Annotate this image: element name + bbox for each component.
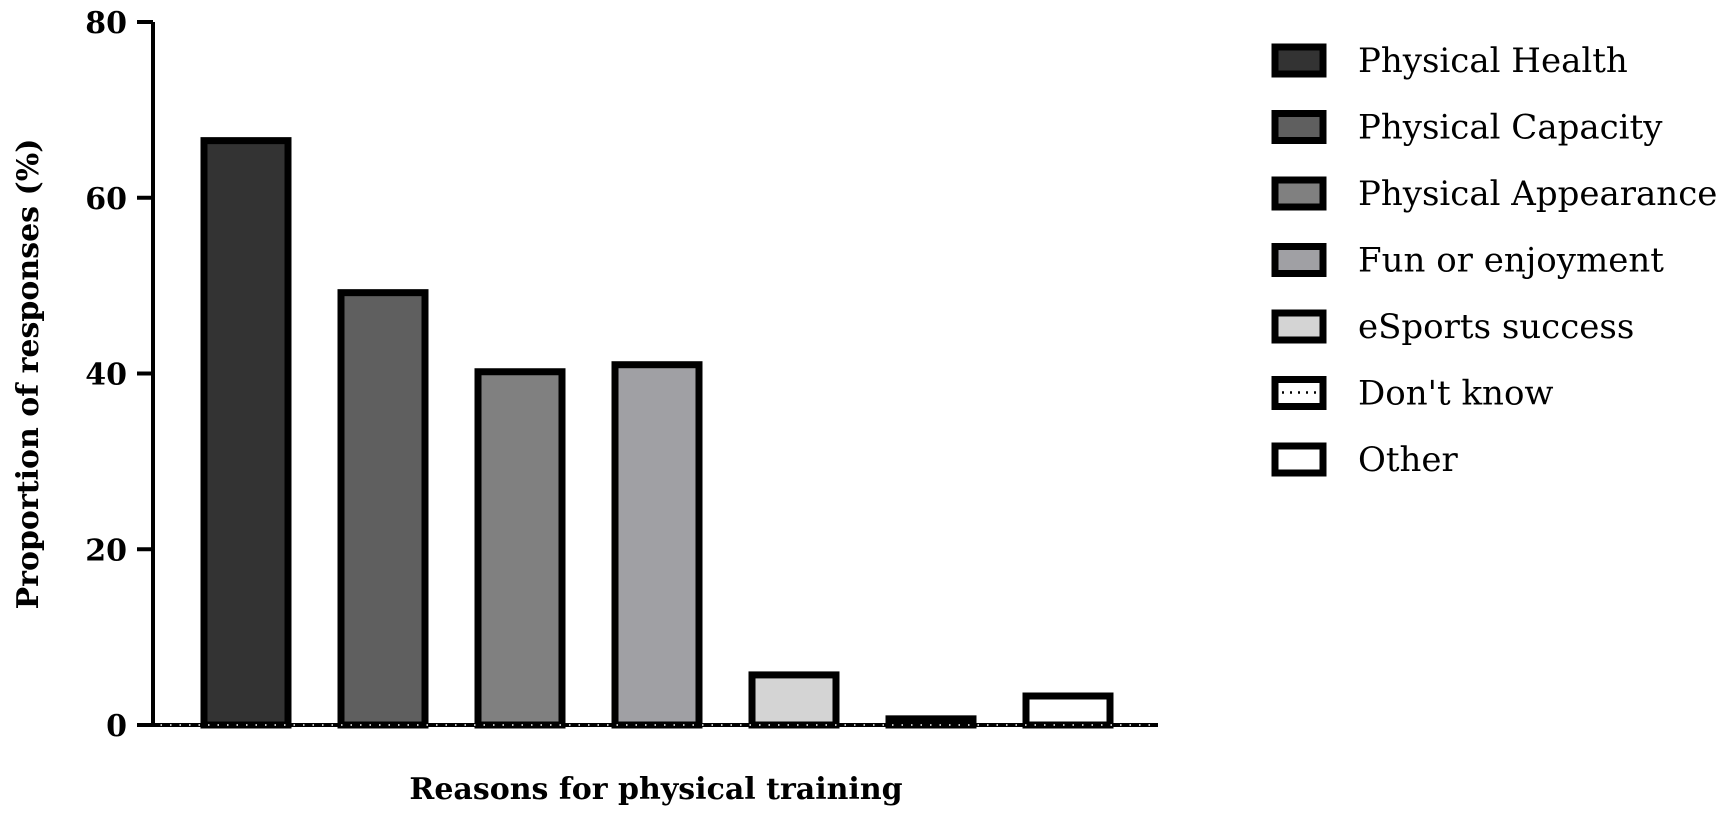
y-axis-title: Proportion of responses (%) [11,139,46,610]
legend-swatch [1271,309,1327,344]
legend-label: Physical Health [1358,41,1628,81]
y-tick-label: 40 [85,358,127,393]
legend-label: Physical Appearance [1358,174,1717,214]
y-ticks-layer: 0 20 40 60 80 [85,6,153,744]
legend-item: eSports success [1271,307,1634,347]
bar-esports-success [748,671,840,729]
bar-physical-appearance [474,368,566,729]
y-tick-label: 60 [85,182,127,217]
legend-swatch [1271,43,1327,78]
bar-physical-health [200,137,292,729]
bars-layer [200,137,1114,729]
legend-item: Fun or enjoyment [1271,241,1664,281]
legend-item: Physical Appearance [1271,174,1717,214]
bar-physical-capacity [337,289,429,729]
legend-label: Don't know [1358,374,1554,414]
bar-fun-or-enjoyment [611,361,703,729]
legend-swatch [1271,243,1327,277]
legend-swatch [1271,442,1327,477]
legend-item: Physical Capacity [1271,108,1663,148]
y-tick-label: 80 [85,6,127,41]
legend-label: Other [1358,440,1459,480]
legend: Physical Health Physical Capacity Physical… [1271,41,1717,480]
legend-item: Physical Health [1271,41,1628,81]
legend-item: Don't know [1271,374,1554,414]
legend-swatch [1271,176,1327,211]
y-tick-label: 20 [85,533,127,568]
x-axis-title: Reasons for physical training [409,772,902,807]
y-tick-label: 0 [106,709,127,744]
legend-swatch [1271,110,1327,144]
legend-label: eSports success [1358,307,1634,347]
legend-label: Fun or enjoyment [1358,241,1664,281]
bar-other [1022,692,1114,729]
legend-label: Physical Capacity [1358,108,1663,148]
legend-item: Other [1271,440,1459,480]
